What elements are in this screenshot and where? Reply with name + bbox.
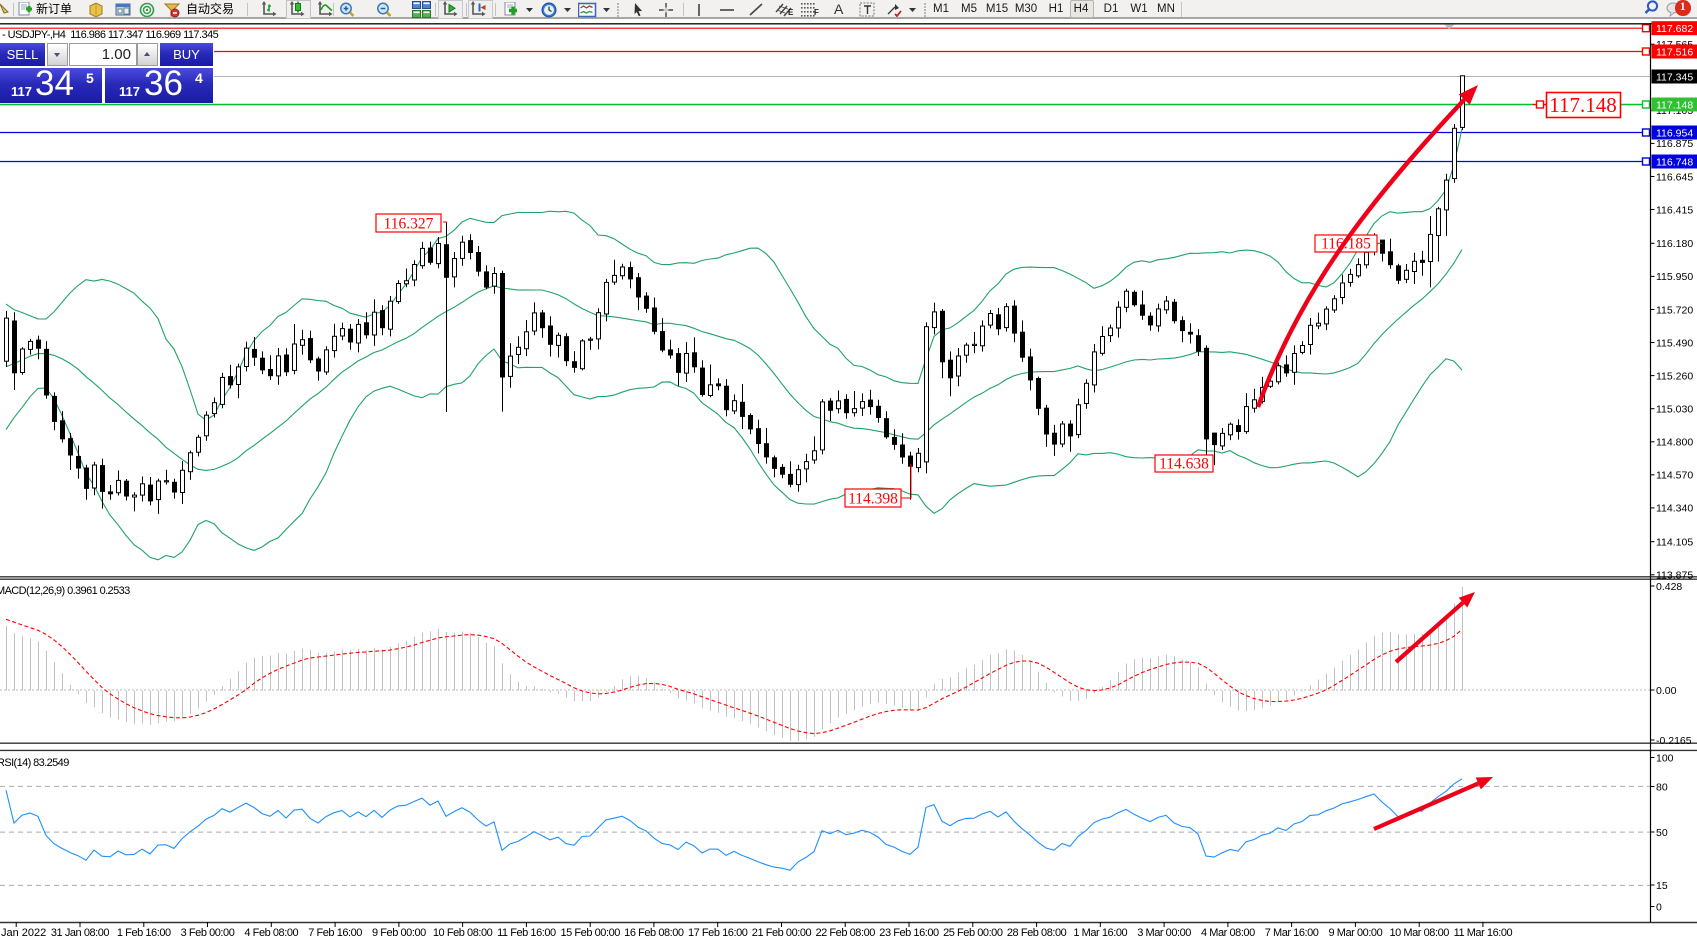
svg-text:0: 0 [1656,901,1662,913]
svg-text:25 Feb 00:00: 25 Feb 00:00 [943,927,1003,939]
svg-text:15: 15 [1656,880,1668,892]
svg-text:RSI(14) 83.2549: RSI(14) 83.2549 [0,757,69,769]
svg-text:31 Jan 08:00: 31 Jan 08:00 [51,927,110,939]
svg-text:0.00: 0.00 [1656,685,1677,697]
svg-text:10 Feb 08:00: 10 Feb 08:00 [433,927,493,939]
svg-text:11 Feb 16:00: 11 Feb 16:00 [497,927,556,939]
svg-text:116.954: 116.954 [1656,127,1693,139]
svg-text:113.875: 113.875 [1656,570,1693,582]
svg-text:9 Mar 00:00: 9 Mar 00:00 [1329,927,1383,939]
svg-text:21 Feb 00:00: 21 Feb 00:00 [752,927,812,939]
svg-text:114.800: 114.800 [1656,437,1693,449]
svg-text:117.345: 117.345 [1656,71,1693,83]
svg-text:116.180: 116.180 [1656,238,1693,250]
svg-text:114.340: 114.340 [1656,503,1693,515]
svg-text:Jan 2022: Jan 2022 [1,927,46,939]
svg-text:100: 100 [1656,752,1674,764]
svg-text:15 Feb 00:00: 15 Feb 00:00 [560,927,620,939]
svg-text:3 Feb 00:00: 3 Feb 00:00 [181,927,235,939]
svg-text:117.148: 117.148 [1549,93,1616,117]
svg-text:MACD(12,26,9) 0.3961 0.2533: MACD(12,26,9) 0.3961 0.2533 [0,585,130,597]
svg-text:114.105: 114.105 [1656,537,1693,549]
svg-text:28 Feb 08:00: 28 Feb 08:00 [1007,927,1067,939]
svg-text:115.030: 115.030 [1656,404,1693,416]
svg-text:16 Feb 08:00: 16 Feb 08:00 [624,927,684,939]
svg-text:114.570: 114.570 [1656,470,1693,482]
svg-text:115.490: 115.490 [1656,337,1693,349]
svg-text:116.875: 116.875 [1656,138,1693,150]
svg-text:23 Feb 16:00: 23 Feb 16:00 [879,927,939,939]
svg-text:80: 80 [1656,781,1668,793]
svg-text:1 Feb 16:00: 1 Feb 16:00 [117,927,171,939]
svg-text:22 Feb 08:00: 22 Feb 08:00 [815,927,875,939]
svg-text:116.327: 116.327 [384,216,434,233]
svg-text:7 Feb 16:00: 7 Feb 16:00 [308,927,362,939]
svg-text:4 Mar 08:00: 4 Mar 08:00 [1201,927,1255,939]
svg-text:117.682: 117.682 [1656,23,1693,35]
svg-text:115.260: 115.260 [1656,370,1693,382]
svg-text:3 Mar 00:00: 3 Mar 00:00 [1137,927,1191,939]
svg-text:9 Feb 00:00: 9 Feb 00:00 [372,927,426,939]
svg-text:50: 50 [1656,827,1668,839]
svg-text:114.638: 114.638 [1159,456,1209,473]
svg-text:7 Mar 16:00: 7 Mar 16:00 [1265,927,1319,939]
svg-text:116.748: 116.748 [1656,156,1693,168]
svg-text:114.398: 114.398 [848,491,898,508]
svg-text:115.720: 115.720 [1656,304,1693,316]
svg-text:17 Feb 16:00: 17 Feb 16:00 [688,927,748,939]
svg-text:0.428: 0.428 [1656,581,1682,593]
svg-text:4 Feb 08:00: 4 Feb 08:00 [244,927,298,939]
svg-text:1 Mar 16:00: 1 Mar 16:00 [1073,927,1127,939]
svg-text:-0.2165: -0.2165 [1656,735,1692,747]
svg-text:116.645: 116.645 [1656,171,1693,183]
svg-text:11 Mar 16:00: 11 Mar 16:00 [1454,927,1513,939]
svg-text:117.516: 117.516 [1656,46,1693,58]
svg-text:10 Mar 08:00: 10 Mar 08:00 [1389,927,1449,939]
svg-text:117.148: 117.148 [1656,99,1693,111]
svg-text:116.415: 116.415 [1656,204,1693,216]
svg-text:115.950: 115.950 [1656,271,1693,283]
